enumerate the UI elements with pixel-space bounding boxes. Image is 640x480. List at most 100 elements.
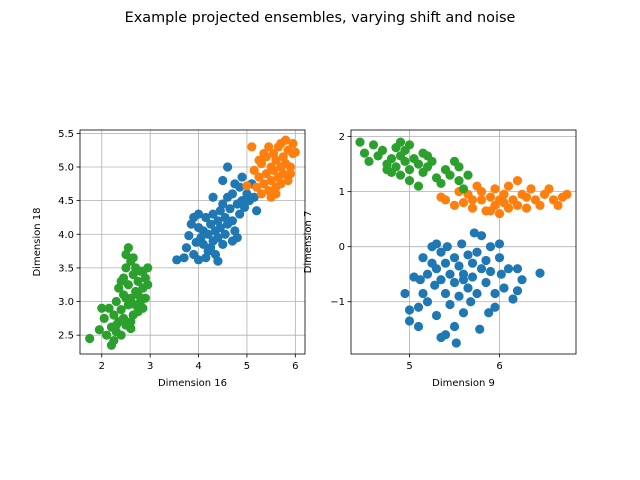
blue-point [252, 206, 262, 216]
green-point [436, 178, 446, 188]
blue-point [239, 202, 250, 212]
orange-point [285, 162, 296, 172]
orange-point [553, 200, 563, 211]
orange-point [494, 209, 505, 219]
green-point [458, 184, 469, 194]
orange-point [259, 148, 269, 159]
blue-point [418, 288, 428, 299]
blue-point [503, 264, 514, 274]
blue-point [215, 222, 225, 233]
blue-point [189, 212, 199, 223]
y-tick-label: 2 [339, 132, 345, 143]
orange-point [485, 206, 496, 216]
y-tick-label: −1 [330, 297, 345, 308]
green-point [395, 137, 406, 147]
blue-point [431, 310, 442, 321]
green-point [422, 151, 433, 161]
orange-point [521, 192, 532, 202]
green-point [128, 253, 138, 263]
green-point [138, 266, 148, 276]
orange-point [256, 189, 267, 199]
x-tick-label: 2 [99, 361, 105, 372]
blue-point [184, 231, 194, 241]
green-point [109, 310, 119, 320]
green-point [382, 165, 392, 175]
orange-point [512, 200, 523, 211]
green-point [368, 140, 379, 150]
blue-point [494, 253, 505, 263]
blue-point [490, 302, 500, 312]
green-point [404, 165, 415, 175]
blue-point [458, 275, 469, 285]
orange-point [247, 142, 257, 152]
orange-point [476, 187, 487, 197]
blue-point [485, 266, 496, 277]
green-point [121, 263, 131, 273]
blue-point [494, 239, 505, 249]
blue-point [463, 283, 473, 293]
orange-point [512, 176, 523, 186]
blue-point [496, 269, 506, 279]
blue-point [249, 192, 259, 202]
y-tick-label: 3.5 [58, 263, 74, 274]
blue-point [476, 264, 487, 274]
blue-point [430, 280, 440, 290]
y-tick-label: 5.0 [58, 162, 74, 173]
x-axis-label: Dimension 16 [158, 378, 227, 389]
orange-point [276, 138, 286, 149]
blue-point [469, 228, 479, 238]
y-tick-label: 5.5 [58, 129, 74, 140]
blue-point [218, 175, 228, 186]
axes-frame [350, 129, 577, 355]
orange-point [242, 181, 252, 191]
blue-point [475, 324, 485, 334]
x-axis-label: Dimension 9 [432, 378, 495, 389]
blue-point [404, 316, 415, 326]
blue-point [193, 255, 204, 265]
blue-point [436, 275, 446, 285]
blue-point [440, 258, 451, 268]
blue-point [422, 269, 433, 279]
orange-point [266, 175, 276, 186]
blue-point [235, 209, 245, 219]
orange-point [285, 169, 296, 179]
blue-point [201, 253, 211, 263]
blue-point [431, 264, 442, 274]
axes-frame [79, 129, 306, 355]
green-point [355, 137, 365, 147]
green-point [133, 290, 143, 300]
blue-point [431, 239, 442, 249]
orange-point [458, 198, 469, 208]
orange-point [467, 203, 478, 213]
orange-point [490, 184, 500, 194]
blue-point [512, 264, 523, 274]
green-point [133, 276, 143, 286]
blue-point [442, 242, 452, 252]
blue-point [227, 236, 238, 246]
blue-point [218, 239, 228, 249]
orange-point [261, 169, 271, 179]
orange-point [271, 155, 281, 165]
green-point [104, 303, 114, 313]
green-point [413, 159, 424, 169]
x-tick-label: 5 [406, 361, 412, 372]
orange-point [499, 198, 509, 208]
orange-point [249, 165, 259, 175]
blue-point [208, 192, 218, 202]
blue-point [181, 243, 192, 253]
blue-point [499, 283, 509, 293]
blue-point [227, 216, 238, 226]
orange-point [544, 184, 554, 194]
orange-point [266, 192, 276, 202]
x-tick-label: 6 [496, 361, 502, 372]
blue-point [454, 291, 464, 301]
green-point [138, 303, 148, 313]
orange-point [485, 192, 496, 202]
green-point [94, 325, 104, 335]
blue-point [481, 277, 491, 288]
y-axis-label: Dimension 7 [303, 211, 314, 274]
blue-point [220, 229, 230, 239]
blue-point [179, 253, 189, 263]
orange-point [254, 172, 264, 182]
